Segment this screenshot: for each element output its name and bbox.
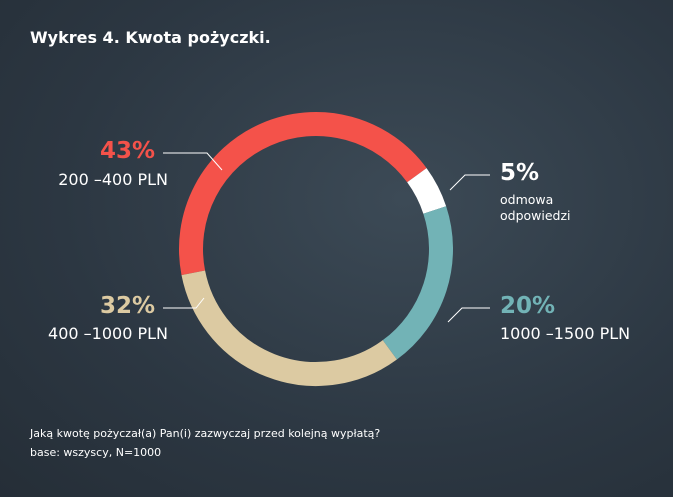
value-label: 5% <box>500 160 540 186</box>
leader-line <box>163 152 223 171</box>
value-label: 32% <box>99 293 155 319</box>
leader-line <box>163 297 205 309</box>
leader-line <box>447 307 490 323</box>
value-label: 43% <box>99 138 155 164</box>
donut-segment <box>181 270 397 386</box>
category-label: 1000 –1500 PLN <box>500 324 631 343</box>
footnote: Jaką kwotę pożyczał(a) Pan(i) zazwyczaj … <box>30 427 381 440</box>
footnote: base: wszyscy, N=1000 <box>30 446 162 459</box>
category-label: odmowa odpowiedzi <box>500 192 571 223</box>
donut-segment <box>406 168 447 215</box>
chart-title: Wykres 4. Kwota pożyczki. <box>30 28 271 47</box>
donut-segment <box>382 206 453 360</box>
leader-line <box>449 174 490 191</box>
category-label: 400 –1000 PLN <box>48 324 168 343</box>
category-label: 200 –400 PLN <box>58 170 168 189</box>
value-label: 20% <box>500 293 556 319</box>
donut-segment <box>179 112 427 276</box>
